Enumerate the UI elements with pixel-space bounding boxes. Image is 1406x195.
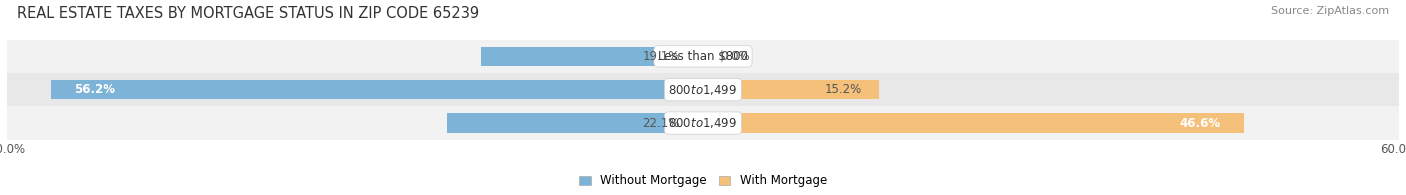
Bar — [51, 80, 703, 99]
Legend: Without Mortgage, With Mortgage: Without Mortgage, With Mortgage — [579, 174, 827, 187]
Bar — [7, 73, 1399, 106]
Bar — [447, 113, 703, 133]
Text: 46.6%: 46.6% — [1180, 117, 1220, 129]
Bar — [703, 80, 879, 99]
Text: 15.2%: 15.2% — [825, 83, 862, 96]
Text: 22.1%: 22.1% — [643, 117, 681, 129]
Text: $800 to $1,499: $800 to $1,499 — [668, 116, 738, 130]
Text: REAL ESTATE TAXES BY MORTGAGE STATUS IN ZIP CODE 65239: REAL ESTATE TAXES BY MORTGAGE STATUS IN … — [17, 6, 479, 21]
Text: $800 to $1,499: $800 to $1,499 — [668, 83, 738, 97]
Text: 0.0%: 0.0% — [720, 50, 749, 63]
Text: Source: ZipAtlas.com: Source: ZipAtlas.com — [1271, 6, 1389, 16]
Text: Less than $800: Less than $800 — [658, 50, 748, 63]
Bar — [481, 47, 703, 66]
Bar — [703, 113, 1243, 133]
Text: 19.1%: 19.1% — [643, 50, 681, 63]
Bar — [7, 106, 1399, 140]
Bar — [7, 40, 1399, 73]
Text: 56.2%: 56.2% — [75, 83, 115, 96]
